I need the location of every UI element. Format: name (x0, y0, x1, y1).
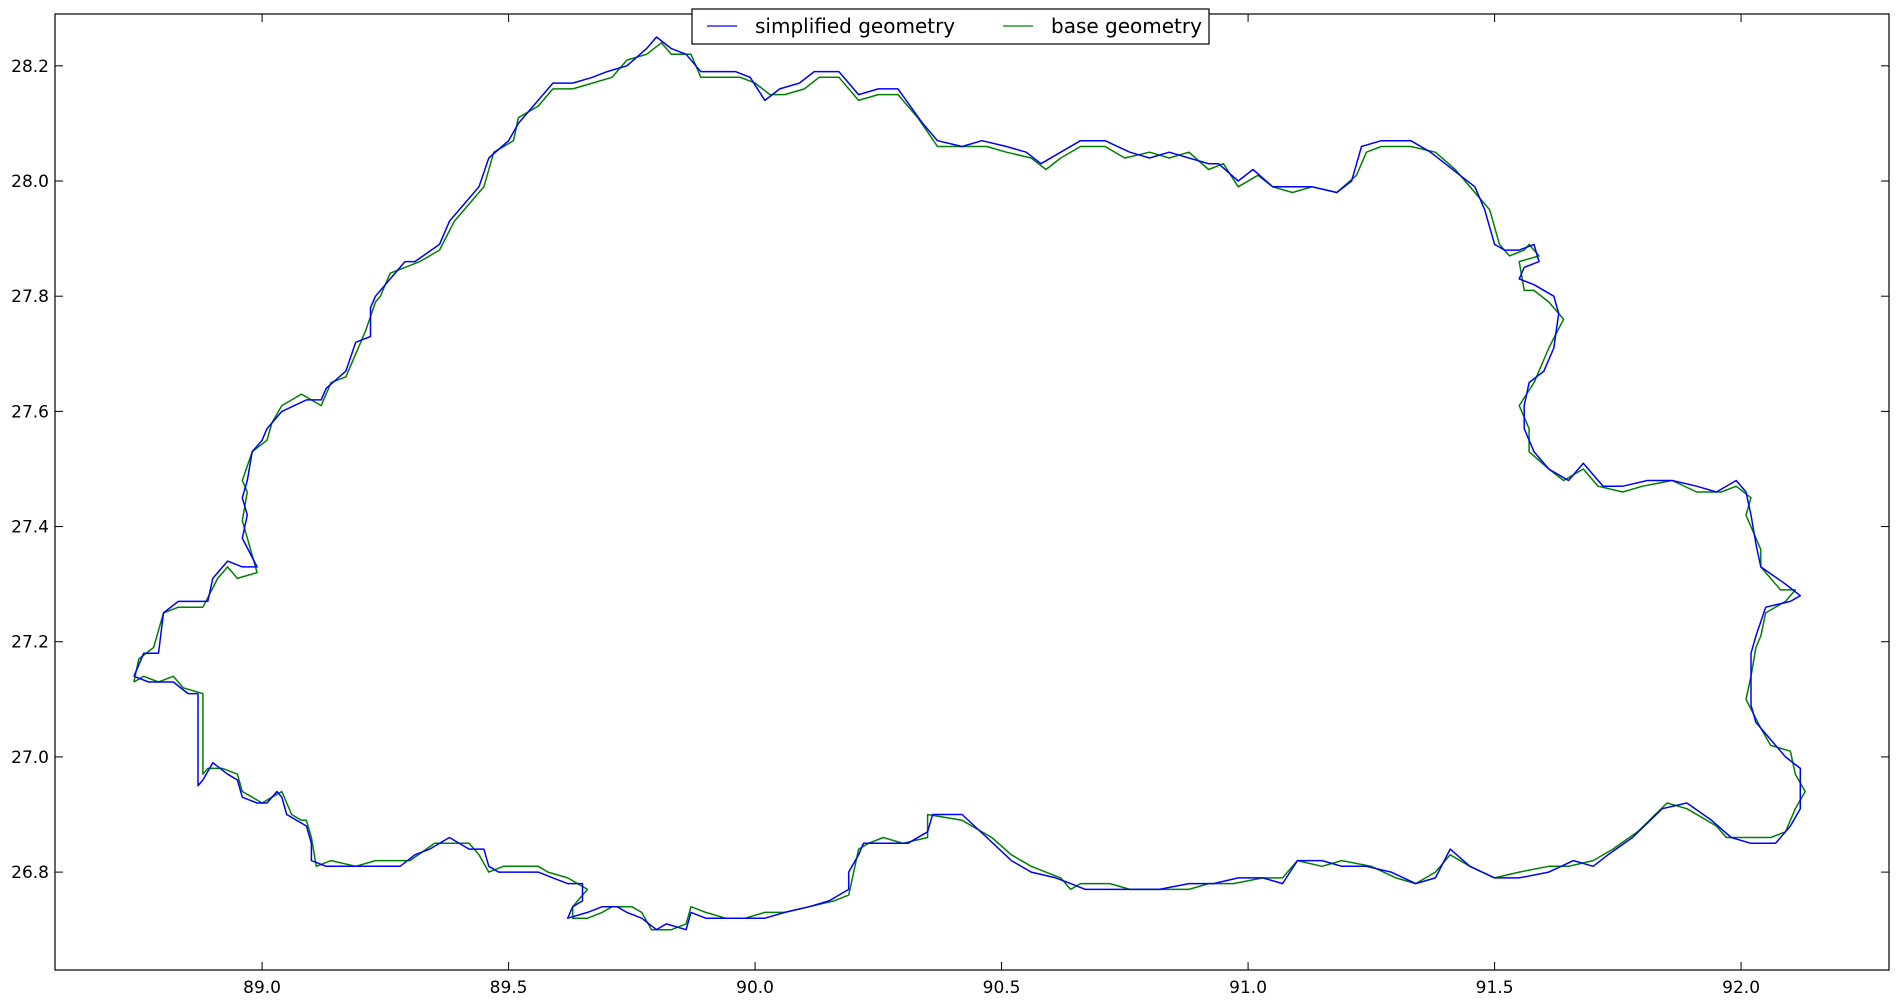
y-tick-label: 27.8 (11, 287, 49, 307)
x-tick-label: 91.0 (1229, 978, 1267, 998)
y-tick-label: 26.8 (11, 863, 49, 883)
y-tick-label: 27.6 (11, 402, 49, 422)
x-tick-label: 90.0 (736, 978, 774, 998)
plot-area (55, 14, 1889, 970)
x-tick-label: 89.0 (243, 978, 281, 998)
legend-label-simplified: simplified geometry (755, 14, 955, 38)
legend-label-base: base geometry (1051, 14, 1202, 38)
series-simplified-geometry (133, 36, 1802, 931)
y-tick-label: 28.2 (11, 57, 49, 77)
y-tick-label: 27.0 (11, 748, 49, 768)
x-tick-label: 89.5 (490, 978, 528, 998)
legend-box (691, 8, 1210, 45)
x-tick-label: 91.5 (1476, 978, 1514, 998)
x-tick-label: 92.0 (1722, 978, 1760, 998)
legend: simplified geometry base geometry (691, 8, 1210, 45)
series-layer (133, 36, 1806, 931)
y-tick-label: 27.4 (11, 518, 49, 538)
y-tick-label: 27.2 (11, 633, 49, 653)
x-tick-label: 90.5 (983, 978, 1021, 998)
ticks-layer: 89.0 89.5 90.0 90.5 91.0 91.5 92.0 26.8 27.0 27.2… (11, 14, 1889, 998)
y-tick-label: 28.0 (11, 172, 49, 192)
